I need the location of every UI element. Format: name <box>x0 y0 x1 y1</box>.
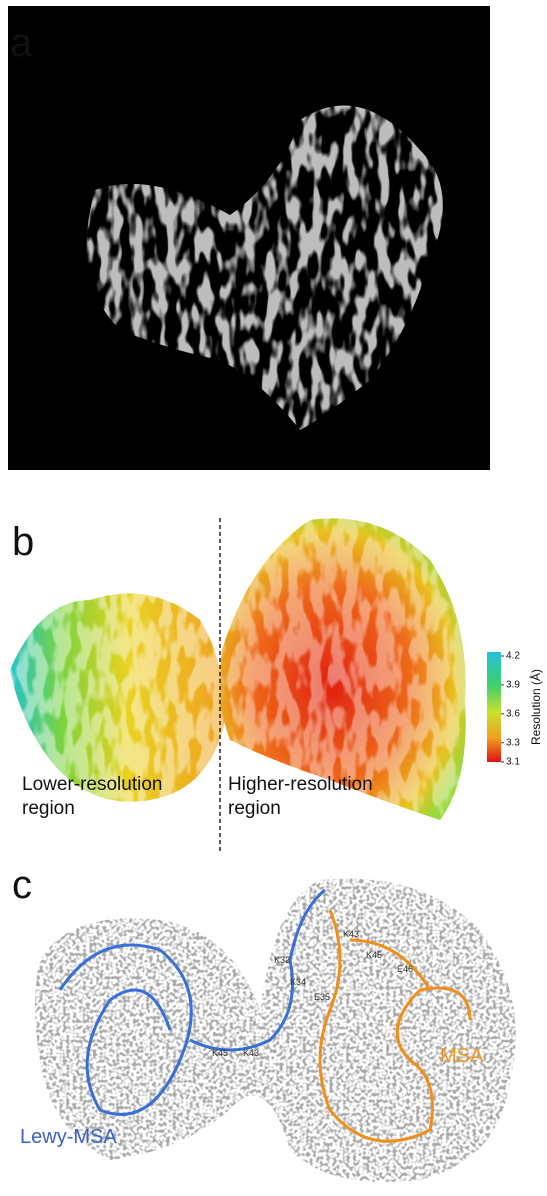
high-res-map <box>219 518 466 820</box>
msa-chain <box>318 909 472 1143</box>
lewy-msa-chain <box>58 888 326 1116</box>
chain-label: Lewy-MSA <box>20 1126 117 1148</box>
panel-label: a <box>10 21 33 65</box>
colorbar-tick-label: 3.9 <box>506 680 520 691</box>
colorbar-tick-label: 3.1 <box>506 757 520 768</box>
residue-label: K45 <box>366 950 382 960</box>
region-label: Lower-resolution region <box>22 774 162 819</box>
colorbar-tick-label: 3.3 <box>506 737 520 748</box>
panel-label: c <box>12 863 32 907</box>
residue-label: E46 <box>397 964 413 974</box>
residue-label: E35 <box>314 992 330 1002</box>
residue-label: K32 <box>274 955 290 965</box>
residue-label: K43 <box>343 929 359 939</box>
region-label: Higher-resolution region <box>228 774 373 819</box>
colorbar-tick-label: 4.2 <box>506 651 520 662</box>
residue-label: K45 <box>212 1048 228 1058</box>
density-map <box>86 105 443 431</box>
panel-label: b <box>12 520 34 564</box>
residue-label: K43 <box>243 1048 259 1058</box>
low-res-map-base <box>10 593 225 802</box>
chain-label: MSA <box>440 1045 484 1067</box>
colorbar-title: Resolution (Å) <box>528 669 543 745</box>
residue-label: K34 <box>290 977 306 987</box>
colorbar-tick-label: 3.6 <box>506 708 520 719</box>
colorbar <box>487 652 501 762</box>
